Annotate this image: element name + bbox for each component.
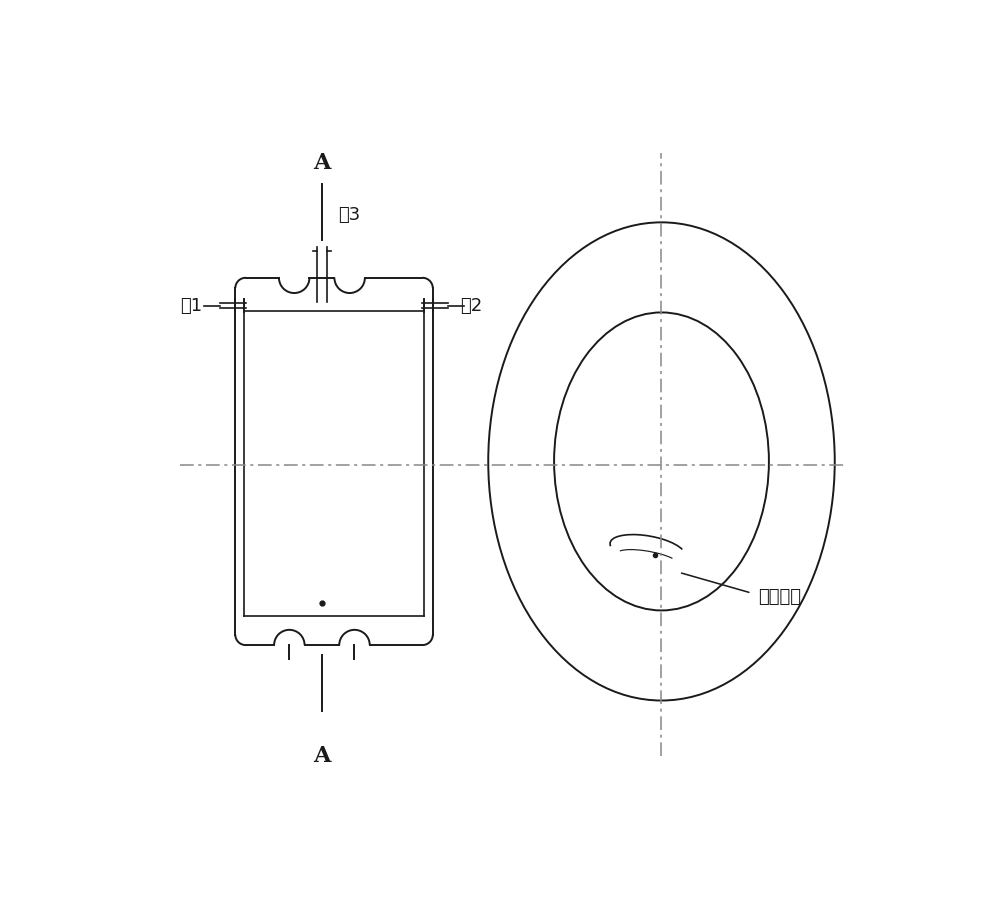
Text: A: A [313,745,331,767]
Text: 儅3: 儅3 [338,206,360,224]
Text: 儅1: 儅1 [180,296,202,314]
Text: 圆弧缺陷: 圆弧缺陷 [759,588,802,606]
Text: A: A [313,152,331,175]
Text: 儅2: 儅2 [461,296,483,314]
